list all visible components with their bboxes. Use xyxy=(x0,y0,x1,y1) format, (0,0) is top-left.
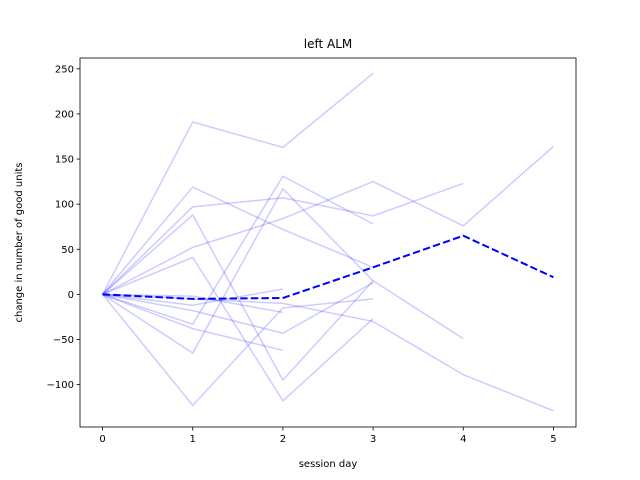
x-axis-ticks: 0 1 2 3 4 5 xyxy=(99,427,557,445)
y-tick-label: 0 xyxy=(68,290,74,301)
plot-frame xyxy=(79,57,577,428)
series-line-6 xyxy=(102,213,464,382)
series-line-9 xyxy=(102,288,284,306)
y-tick-label: 50 xyxy=(61,245,74,256)
series-layer xyxy=(101,72,554,412)
mean-line xyxy=(102,234,554,300)
series-line-14 xyxy=(102,281,374,334)
y-tick-label: −100 xyxy=(47,380,74,391)
series-line-11 xyxy=(102,187,374,355)
series-line-8 xyxy=(102,293,284,314)
x-axis-label: session day xyxy=(299,459,358,470)
x-tick-label: 4 xyxy=(460,434,466,445)
chart-title: left ALM xyxy=(304,37,353,51)
x-tick-label: 2 xyxy=(280,434,286,445)
y-tick-label: 150 xyxy=(55,155,74,166)
y-axis-ticks: −100 −50 0 50 100 150 200 250 xyxy=(47,64,80,391)
y-tick-label: 100 xyxy=(55,200,74,211)
series-line-7 xyxy=(102,256,374,402)
series-line-3 xyxy=(102,182,464,295)
y-tick-label: 200 xyxy=(55,109,74,120)
x-tick-label: 0 xyxy=(99,434,105,445)
series-line-5 xyxy=(102,175,374,326)
series-line-4 xyxy=(102,145,554,296)
series-line-2 xyxy=(101,186,374,295)
x-tick-label: 5 xyxy=(550,434,556,445)
series-line-10 xyxy=(102,293,284,352)
y-axis-label: change in number of good units xyxy=(14,163,25,323)
x-tick-label: 1 xyxy=(190,434,196,445)
x-tick-label: 3 xyxy=(370,434,376,445)
y-tick-label: 250 xyxy=(55,64,74,75)
series-line-1 xyxy=(101,72,374,295)
series-line-12 xyxy=(101,293,374,407)
y-tick-label: −50 xyxy=(53,335,74,346)
mean-layer xyxy=(102,234,554,300)
